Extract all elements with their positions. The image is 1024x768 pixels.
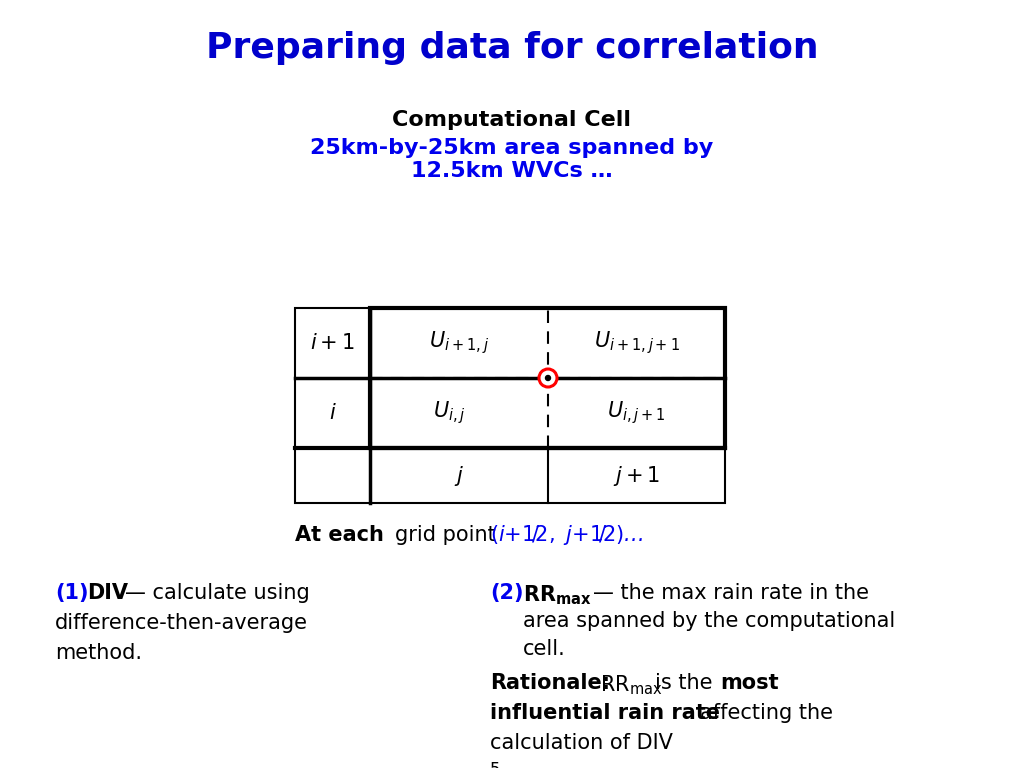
Text: method.: method. [55, 643, 142, 663]
Text: 25km-by-25km area spanned by: 25km-by-25km area spanned by [310, 138, 714, 158]
Text: (2): (2) [490, 583, 523, 603]
Text: influential rain rate: influential rain rate [490, 703, 720, 723]
Text: $i$: $i$ [329, 403, 336, 423]
Text: grid point: grid point [395, 525, 496, 545]
Bar [370, 308, 725, 448]
Text: 5: 5 [490, 761, 501, 768]
Text: cell.: cell. [523, 639, 565, 659]
Text: is the: is the [655, 673, 713, 693]
Text: $U_{i,j}$: $U_{i,j}$ [432, 399, 466, 426]
Text: At each: At each [295, 525, 384, 545]
Text: $i+1$: $i+1$ [310, 333, 355, 353]
Bar [295, 308, 725, 503]
Text: Rationale:: Rationale: [490, 673, 610, 693]
Text: (1): (1) [55, 583, 88, 603]
Text: $j$: $j$ [454, 464, 464, 488]
Text: — calculate using: — calculate using [125, 583, 309, 603]
Text: Preparing data for correlation: Preparing data for correlation [206, 31, 818, 65]
Text: $(i$$+$$1\!/\!2,\ j$$+$$1\!/\!2)$...: $(i$$+$$1\!/\!2,\ j$$+$$1\!/\!2)$... [490, 523, 643, 547]
Text: area spanned by the computational: area spanned by the computational [523, 611, 895, 631]
Circle shape [546, 376, 551, 380]
Text: $U_{i+1,j}$: $U_{i+1,j}$ [429, 329, 489, 356]
Text: $U_{i+1,j+1}$: $U_{i+1,j+1}$ [594, 329, 680, 356]
Text: calculation of DIV: calculation of DIV [490, 733, 673, 753]
Text: 12.5km WVCs …: 12.5km WVCs … [412, 161, 612, 181]
Text: RR$_{\mathregular{max}}$: RR$_{\mathregular{max}}$ [523, 583, 592, 607]
Text: difference-then-average: difference-then-average [55, 613, 308, 633]
Text: DIV: DIV [87, 583, 128, 603]
Text: Computational Cell: Computational Cell [392, 110, 632, 130]
Text: affecting the: affecting the [700, 703, 833, 723]
Text: — the max rain rate in the: — the max rain rate in the [593, 583, 869, 603]
Text: $U_{i,j+1}$: $U_{i,j+1}$ [607, 399, 666, 426]
Text: most: most [720, 673, 778, 693]
Circle shape [539, 369, 557, 387]
Text: $j+1$: $j+1$ [613, 464, 660, 488]
Text: RR$_{\mathregular{max}}$: RR$_{\mathregular{max}}$ [600, 673, 663, 697]
